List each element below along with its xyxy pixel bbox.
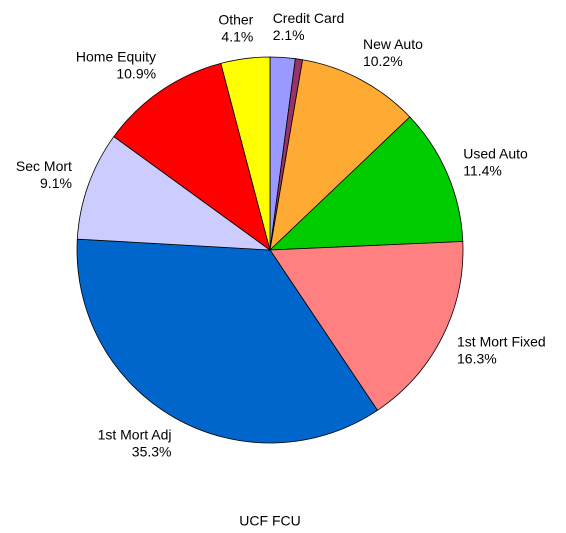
pie-slice xyxy=(220,56,271,251)
slice-value-label: 9.1% xyxy=(40,175,72,191)
chart-title: UCF FCU xyxy=(239,513,300,529)
pie-slice xyxy=(113,62,271,251)
slice-label: New Auto xyxy=(363,36,423,52)
slice-label: 1st Mort Adj xyxy=(98,426,172,442)
pie-slice xyxy=(269,59,411,252)
slice-value-label: 2.1% xyxy=(273,27,305,43)
slice-value-label: 10.2% xyxy=(363,53,403,69)
slice-label: Other xyxy=(218,12,253,28)
pie-slice xyxy=(268,116,464,251)
pie-slice xyxy=(269,241,464,411)
slice-value-label: 4.1% xyxy=(221,29,253,45)
slice-value-label: 11.4% xyxy=(463,162,502,178)
slice-value-label: 35.3% xyxy=(132,443,172,459)
slice-label: Used Auto xyxy=(463,145,528,161)
slice-value-label: 10.9% xyxy=(116,66,156,82)
pie-slice xyxy=(76,135,272,251)
slice-label: Sec Mort xyxy=(16,158,72,174)
slice-label: Home Equity xyxy=(76,49,156,65)
pie-slice xyxy=(76,238,379,444)
slice-label: Credit Card xyxy=(273,10,345,26)
slice-value-label: 16.3% xyxy=(457,350,497,366)
slice-label: 1st Mort Fixed xyxy=(457,333,546,349)
